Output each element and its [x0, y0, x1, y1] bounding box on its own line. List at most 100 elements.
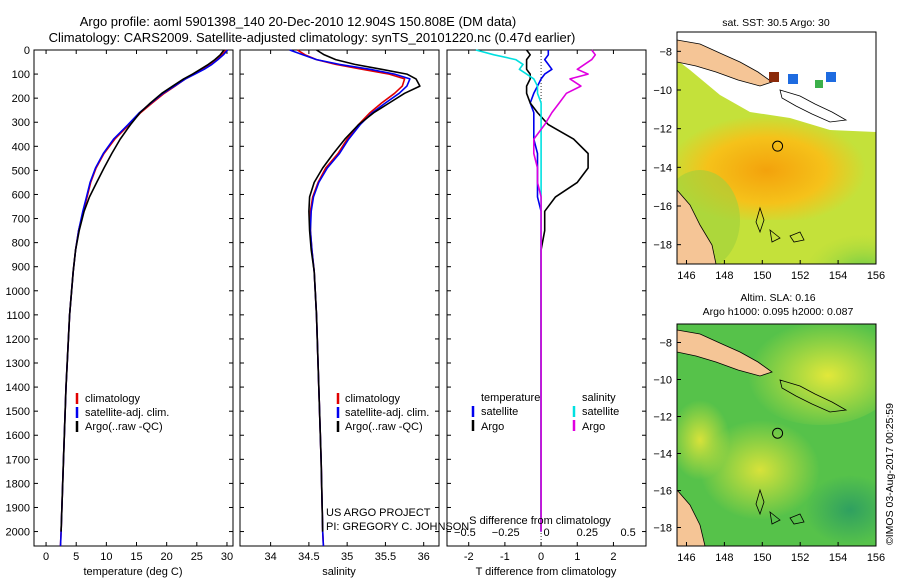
- y-tick-label: 1100: [6, 310, 30, 322]
- map-y-tick-label: −10: [653, 85, 672, 97]
- map-x-tick-label: 146: [677, 552, 695, 564]
- x-tick-label: 10: [100, 551, 112, 563]
- top-x-tick-label: −0.25: [492, 527, 520, 539]
- x-tick-label: 0: [538, 551, 544, 563]
- legend-label-argo: Argo(..raw -QC): [85, 421, 163, 433]
- temperature-panel-frame: [33, 49, 234, 547]
- temperature-axis: 0100200300400500600700800900100011001200…: [6, 45, 234, 563]
- sst-map-axis: 146 148 150 152 154 156 −8 −10 −12 −14 −16 −18: [653, 46, 885, 282]
- y-tick-label: 2000: [6, 527, 30, 539]
- legend-label-climatology: climatology: [345, 393, 401, 405]
- figure-title-line2: Climatology: CARS2009. Satellite-adjuste…: [49, 30, 576, 45]
- series-satellite-adj-clim-: [59, 49, 229, 547]
- y-tick-label: 1700: [6, 454, 30, 466]
- x-tick-label: 20: [161, 551, 173, 563]
- map-x-tick-label: 152: [791, 552, 809, 564]
- sst-map-frame: [676, 31, 877, 265]
- map-x-tick-label: 154: [829, 270, 847, 282]
- top-x-tick-label: 0.25: [577, 527, 598, 539]
- y-tick-label: 500: [12, 165, 30, 177]
- map-y-tick-label: −18: [653, 523, 672, 535]
- y-tick-label: 1500: [6, 406, 30, 418]
- y-tick-label: 600: [12, 189, 30, 201]
- difference-top-xlabel: S difference from climatology: [469, 515, 611, 527]
- salinity-legend: climatology satellite-adj. clim. Argo(..…: [336, 393, 429, 433]
- map-x-tick-label: 148: [715, 552, 733, 564]
- sla-map-field: [677, 324, 876, 546]
- x-tick-label: 35: [341, 551, 353, 563]
- sla-map-axis: 146 148 150 152 154 156 −8 −10 −12 −14 −16 −18: [653, 338, 885, 565]
- series-climatology: [296, 49, 406, 547]
- map-x-tick-label: 154: [829, 552, 847, 564]
- project-name: US ARGO PROJECT: [326, 507, 431, 519]
- sst-argo-square: [769, 72, 779, 82]
- sst-map-field: [677, 32, 876, 264]
- series-satellite-adj-clim-: [289, 49, 411, 547]
- map-x-tick-label: 150: [753, 552, 771, 564]
- sst-map-title: sat. SST: 30.5 Argo: 30: [722, 17, 830, 29]
- legend-label-sal-satellite: satellite: [582, 406, 619, 418]
- y-tick-label: 1000: [6, 286, 30, 298]
- sst-profile-location-marker: [772, 140, 784, 152]
- legend-label-temp-argo: Argo: [481, 421, 504, 433]
- map-y-tick-label: −8: [659, 46, 672, 58]
- y-tick-label: 1900: [6, 502, 30, 514]
- series-argo-raw-qc-: [60, 49, 225, 532]
- x-tick-label: 2: [610, 551, 616, 563]
- sla-map-title-line1: Altim. SLA: 0.16: [740, 292, 815, 304]
- map-y-tick-label: −12: [653, 412, 672, 424]
- map-y-tick-label: −12: [653, 124, 672, 136]
- x-tick-label: 15: [130, 551, 142, 563]
- sla-map-frame: [676, 323, 877, 547]
- series-salinity-argo: [532, 49, 597, 532]
- y-tick-label: 100: [12, 69, 30, 81]
- map-x-tick-label: 156: [867, 270, 885, 282]
- difference-panel-frame: [446, 49, 647, 547]
- top-x-tick-label: −0.5: [454, 527, 476, 539]
- y-tick-label: 300: [12, 117, 30, 129]
- map-x-tick-label: 146: [677, 270, 695, 282]
- map-x-tick-label: 152: [791, 270, 809, 282]
- salinity-panel-frame: [239, 49, 440, 547]
- project-pi: PI: GREGORY C. JOHNSON: [326, 521, 469, 533]
- map-y-tick-label: −16: [653, 201, 672, 213]
- x-tick-label: 30: [221, 551, 233, 563]
- y-tick-label: 1800: [6, 478, 30, 490]
- legend-label-argo: Argo(..raw -QC): [345, 421, 423, 433]
- map-y-tick-label: −16: [653, 486, 672, 498]
- legend-header-temperature: temperature: [481, 392, 540, 404]
- legend-label-climatology: climatology: [85, 393, 141, 405]
- y-tick-label: 0: [24, 45, 30, 57]
- x-tick-label: 5: [73, 551, 79, 563]
- map-x-tick-label: 156: [867, 552, 885, 564]
- y-tick-label: 1600: [6, 430, 30, 442]
- land-new-guinea: [677, 39, 773, 87]
- map-y-tick-label: −8: [659, 338, 672, 350]
- map-x-tick-label: 150: [753, 270, 771, 282]
- y-tick-label: 1400: [6, 382, 30, 394]
- x-tick-label: 0: [43, 551, 49, 563]
- y-tick-label: 400: [12, 141, 30, 153]
- y-tick-label: 700: [12, 214, 30, 226]
- sla-profile-location-marker: [772, 427, 784, 439]
- difference-xlabel: T difference from climatology: [476, 566, 617, 578]
- salinity-xlabel: salinity: [322, 566, 356, 578]
- map-y-tick-label: −14: [653, 162, 672, 174]
- legend-label-sal-argo: Argo: [582, 421, 605, 433]
- legend-header-salinity: salinity: [582, 392, 616, 404]
- y-tick-label: 1200: [6, 334, 30, 346]
- y-tick-label: 800: [12, 238, 30, 250]
- top-x-tick-label: 0.5: [620, 527, 635, 539]
- series-climatology: [59, 49, 227, 547]
- salinity-axis: 34 34.5 35 35.5 36: [240, 49, 439, 563]
- difference-axis: -2 -1 0 1 2 −0.5 −0.25 0 0.25 0.5: [447, 49, 646, 563]
- legend-label-satellite: satellite-adj. clim.: [85, 407, 169, 419]
- series-argo-raw-qc-: [308, 49, 421, 532]
- legend-label-temp-satellite: satellite: [481, 406, 518, 418]
- series-layer: [59, 49, 597, 547]
- x-tick-label: 34: [264, 551, 276, 563]
- x-tick-label: 35.5: [375, 551, 396, 563]
- x-tick-label: 1: [574, 551, 580, 563]
- temperature-legend: climatology satellite-adj. clim. Argo(..…: [75, 393, 169, 433]
